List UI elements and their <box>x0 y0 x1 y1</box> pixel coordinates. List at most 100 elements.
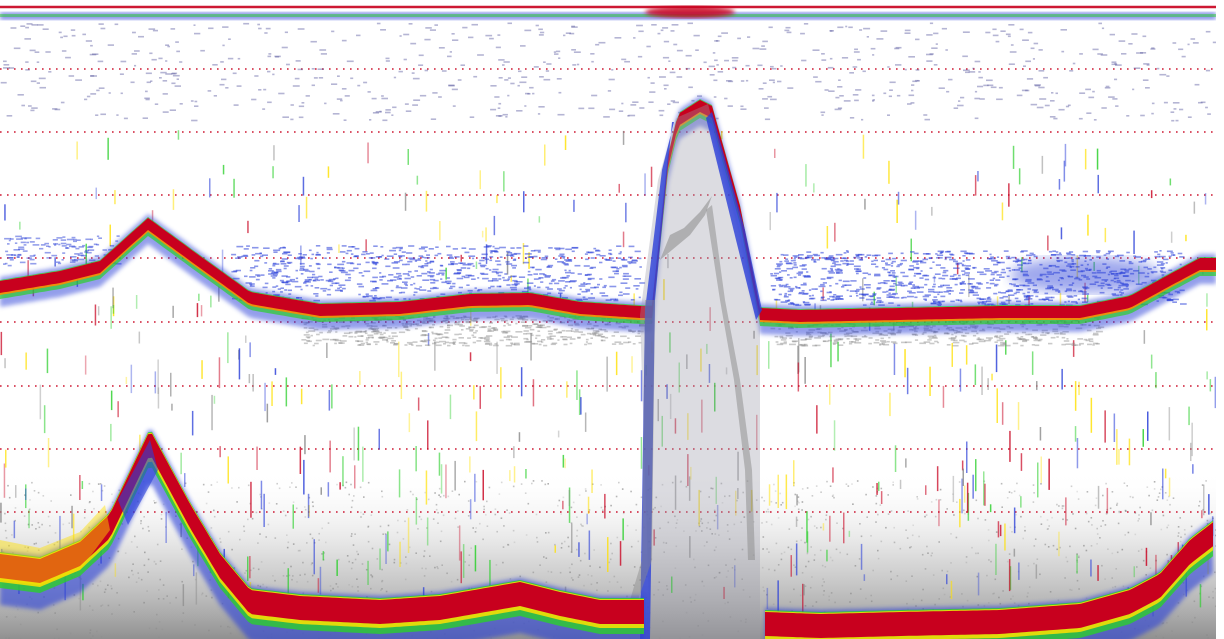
upper-scatter-dot <box>120 92 123 95</box>
noise-speck <box>1202 508 1204 511</box>
noise-speck <box>423 550 426 552</box>
noise-speck <box>103 485 106 487</box>
under-bottom-haze <box>1037 339 1042 342</box>
under-bottom-haze <box>472 336 477 338</box>
upper-scatter-dot <box>974 97 980 100</box>
upper-scatter-dot <box>608 78 615 81</box>
mid-scatter-dot <box>286 280 292 282</box>
upper-scatter-dot <box>1150 48 1156 50</box>
upper-scatter-dot <box>1010 44 1014 46</box>
mid-scatter-dot <box>806 256 813 259</box>
upper-scatter-dot <box>1007 35 1011 38</box>
mid-scatter-dot <box>527 270 531 273</box>
mid-scatter-dot <box>628 256 633 259</box>
noise-speck <box>836 522 838 524</box>
upper-scatter-dot <box>419 94 427 97</box>
mid-scatter-dot <box>526 282 534 284</box>
interference-streak <box>474 545 477 572</box>
interference-streak <box>1074 381 1077 411</box>
mid-scatter-dot <box>624 275 632 277</box>
interference-streak <box>640 370 643 402</box>
upper-scatter-dot <box>505 116 508 118</box>
mid-scatter-dot <box>494 247 500 250</box>
interference-streak <box>1001 402 1004 425</box>
noise-speck <box>467 500 470 502</box>
mid-scatter-dot <box>787 274 790 276</box>
mid-scatter-dot <box>392 247 397 249</box>
mid-scatter-dot <box>362 296 366 298</box>
noise-speck <box>777 517 780 519</box>
noise-speck <box>650 558 653 560</box>
noise-speck <box>292 575 294 577</box>
mid-scatter-dot <box>340 289 343 292</box>
under-bottom-haze <box>832 343 836 345</box>
under-bottom-haze <box>532 343 539 345</box>
mid-scatter-dot <box>410 284 413 286</box>
mid-scatter-dot <box>467 262 474 265</box>
mid-scatter-dot <box>820 296 825 299</box>
noise-speck <box>765 521 768 523</box>
under-bottom-haze <box>358 344 362 346</box>
mid-scatter-dot <box>557 261 564 263</box>
noise-speck <box>583 584 585 587</box>
noise-speck <box>701 580 704 583</box>
noise-speck <box>711 533 713 535</box>
upper-scatter-dot <box>1190 38 1196 40</box>
upper-scatter-dot <box>685 54 692 57</box>
mid-scatter-dot <box>860 258 863 261</box>
under-bottom-haze <box>888 336 891 339</box>
interference-streak <box>1078 381 1080 396</box>
mid-scatter-dot <box>555 248 561 251</box>
mid-scatter-dot <box>565 281 571 283</box>
mid-scatter-dot <box>900 271 905 274</box>
under-bottom-haze <box>548 333 553 335</box>
upper-scatter-dot <box>452 39 459 41</box>
under-bottom-haze <box>1083 338 1088 341</box>
mid-scatter-dot <box>304 270 310 272</box>
noise-speck <box>794 566 797 568</box>
mid-scatter-dot <box>940 284 944 287</box>
noise-speck <box>1015 513 1018 516</box>
noise-speck <box>694 566 696 569</box>
mid-scatter-dot <box>985 270 992 272</box>
upper-scatter-dot <box>946 90 950 93</box>
upper-scatter-dot <box>539 31 545 34</box>
upper-scatter-dot <box>381 95 384 97</box>
mid-scatter-dot <box>611 266 618 269</box>
noise-speck <box>1039 573 1041 576</box>
noise-speck <box>666 588 669 591</box>
mid-scatter-dot <box>115 240 119 242</box>
noise-speck <box>1096 543 1098 545</box>
mid-scatter-dot <box>522 261 530 264</box>
upper-scatter-dot <box>145 90 148 93</box>
noise-speck <box>153 560 156 563</box>
mid-scatter-dot <box>881 267 885 269</box>
interference-streak <box>72 513 75 546</box>
upper-scatter-dot <box>25 26 29 29</box>
interference-streak <box>1040 456 1042 483</box>
noise-speck <box>615 495 618 498</box>
mid-scatter-dot <box>614 272 619 275</box>
interference-streak <box>1018 168 1021 185</box>
noise-speck <box>519 575 521 578</box>
noise-speck <box>777 564 780 566</box>
interference-streak <box>339 482 341 490</box>
noise-speck <box>801 509 803 511</box>
noise-speck <box>718 534 720 536</box>
mid-scatter-dot <box>345 252 349 255</box>
upper-scatter-dot <box>84 98 88 101</box>
interference-streak <box>785 474 788 510</box>
interference-streak <box>81 481 84 489</box>
upper-scatter-dot <box>424 69 428 72</box>
upper-scatter-dot <box>866 36 869 38</box>
mid-scatter-dot <box>272 264 276 267</box>
noise-speck <box>635 529 637 531</box>
upper-scatter-dot <box>134 50 140 52</box>
noise-speck <box>274 579 276 582</box>
mid-scatter-dot <box>1026 254 1032 257</box>
under-bottom-haze <box>431 331 434 334</box>
upper-scatter-dot <box>452 105 456 107</box>
upper-scatter-dot <box>498 115 502 117</box>
upper-scatter-dot <box>448 84 455 87</box>
noise-speck <box>138 577 140 579</box>
